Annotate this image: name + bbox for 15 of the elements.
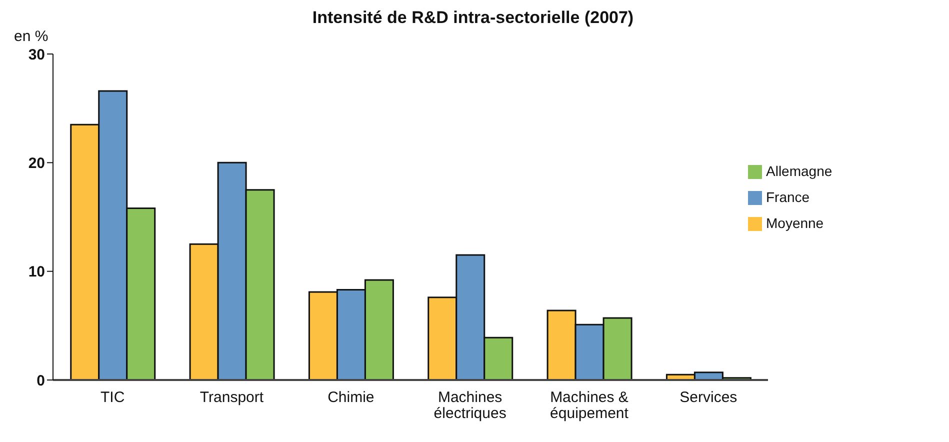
legend-label: Allemagne (766, 163, 832, 179)
legend-label: France (766, 189, 810, 205)
x-tick-label: Machines & équipement (550, 389, 630, 422)
x-tick-label: Services (680, 389, 738, 406)
chart-title: Intensité de R&D intra-sectorielle (2007) (311, 8, 635, 28)
y-tick-label: 20 (28, 154, 45, 172)
y-tick-label: 30 (28, 46, 45, 64)
y-axis-title: en % (14, 28, 48, 45)
x-tick-label: Transport (200, 389, 264, 406)
legend-label: Moyenne (766, 215, 824, 231)
x-tick-label: TIC (100, 389, 125, 406)
x-tick-label: Machines électriques (434, 389, 506, 422)
x-tick-label: Chimie (328, 389, 374, 406)
y-tick-label: 10 (28, 264, 45, 281)
y-tick-label: 0 (36, 372, 45, 390)
